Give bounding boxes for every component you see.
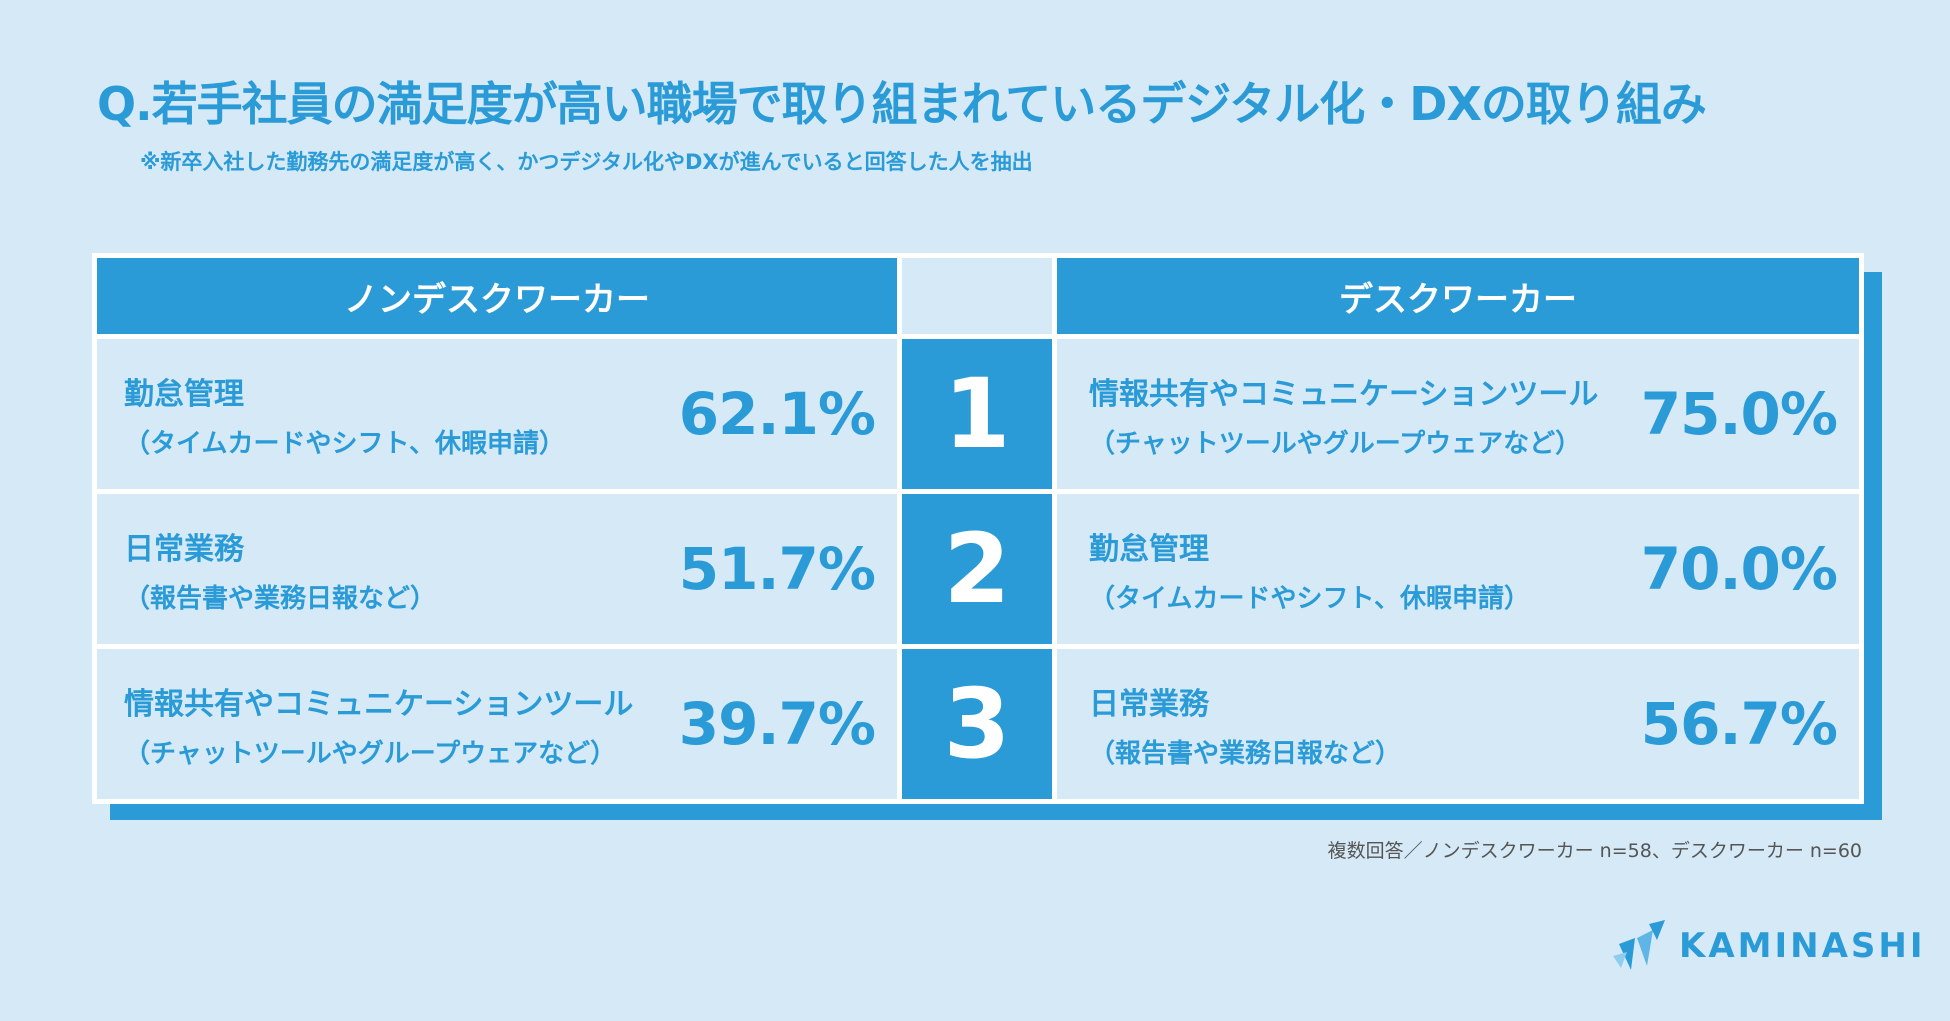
row-1-desk-cell: 情報共有やコミュニケーションツール （チャットツールやグループウェアなど） 75…	[1057, 339, 1859, 489]
ranking-table: ノンデスクワーカー デスクワーカー 勤怠管理 （タイムカードやシフト、休暇申請）…	[92, 253, 1864, 804]
item-label: 勤怠管理	[124, 376, 244, 412]
header-rank-spacer	[902, 258, 1052, 334]
item-label: 日常業務	[1089, 686, 1209, 722]
item-percentage: 62.1%	[678, 380, 876, 448]
item-sublabel: （タイムカードやシフト、休暇申請）	[1089, 583, 1530, 614]
header-desk-worker: デスクワーカー	[1057, 258, 1859, 334]
row-2-non-desk-cell: 日常業務 （報告書や業務日報など） 51.7%	[97, 494, 897, 644]
item-percentage: 75.0%	[1640, 380, 1838, 448]
row-3-non-desk-cell: 情報共有やコミュニケーションツール （チャットツールやグループウェアなど） 39…	[97, 649, 897, 799]
item-percentage: 56.7%	[1640, 690, 1838, 758]
rank-3: 3	[902, 649, 1052, 799]
logo-text: KAMINASHI	[1679, 926, 1926, 966]
kaminashi-logo: KAMINASHI	[1613, 918, 1926, 974]
rank-2: 2	[902, 494, 1052, 644]
page-title: Q.若手社員の満足度が高い職場で取り組まれているデジタル化・DXの取り組み	[97, 77, 1707, 131]
kaminashi-logo-icon	[1613, 920, 1665, 970]
item-label: 日常業務	[124, 531, 244, 567]
sample-size-footnote: 複数回答／ノンデスクワーカー n=58、デスクワーカー n=60	[1327, 840, 1862, 862]
item-sublabel: （報告書や業務日報など）	[1089, 738, 1402, 769]
header-non-desk-worker: ノンデスクワーカー	[97, 258, 897, 334]
page-subtitle: ※新卒入社した勤務先の満足度が高く、かつデジタル化やDXが進んでいると回答した人…	[140, 150, 1033, 174]
item-percentage: 70.0%	[1640, 535, 1838, 603]
rank-1: 1	[902, 339, 1052, 489]
item-label: 情報共有やコミュニケーションツール	[124, 686, 634, 722]
item-percentage: 39.7%	[678, 690, 876, 758]
item-sublabel: （チャットツールやグループウェアなど）	[1089, 428, 1582, 459]
row-2-desk-cell: 勤怠管理 （タイムカードやシフト、休暇申請） 70.0%	[1057, 494, 1859, 644]
item-sublabel: （チャットツールやグループウェアなど）	[124, 738, 617, 769]
item-sublabel: （報告書や業務日報など）	[124, 583, 437, 614]
item-percentage: 51.7%	[678, 535, 876, 603]
row-1-non-desk-cell: 勤怠管理 （タイムカードやシフト、休暇申請） 62.1%	[97, 339, 897, 489]
item-label: 情報共有やコミュニケーションツール	[1089, 376, 1599, 412]
row-3-desk-cell: 日常業務 （報告書や業務日報など） 56.7%	[1057, 649, 1859, 799]
item-label: 勤怠管理	[1089, 531, 1209, 567]
item-sublabel: （タイムカードやシフト、休暇申請）	[124, 428, 565, 459]
